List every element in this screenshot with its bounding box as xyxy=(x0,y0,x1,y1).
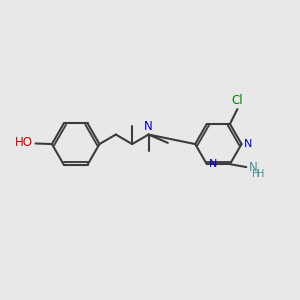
Text: H: H xyxy=(257,169,265,178)
Text: H: H xyxy=(252,169,260,178)
Text: N: N xyxy=(209,159,218,169)
Text: N: N xyxy=(249,160,257,174)
Text: N: N xyxy=(144,120,153,134)
Text: N: N xyxy=(244,139,252,149)
Text: HO: HO xyxy=(15,136,33,149)
Text: Cl: Cl xyxy=(232,94,243,107)
